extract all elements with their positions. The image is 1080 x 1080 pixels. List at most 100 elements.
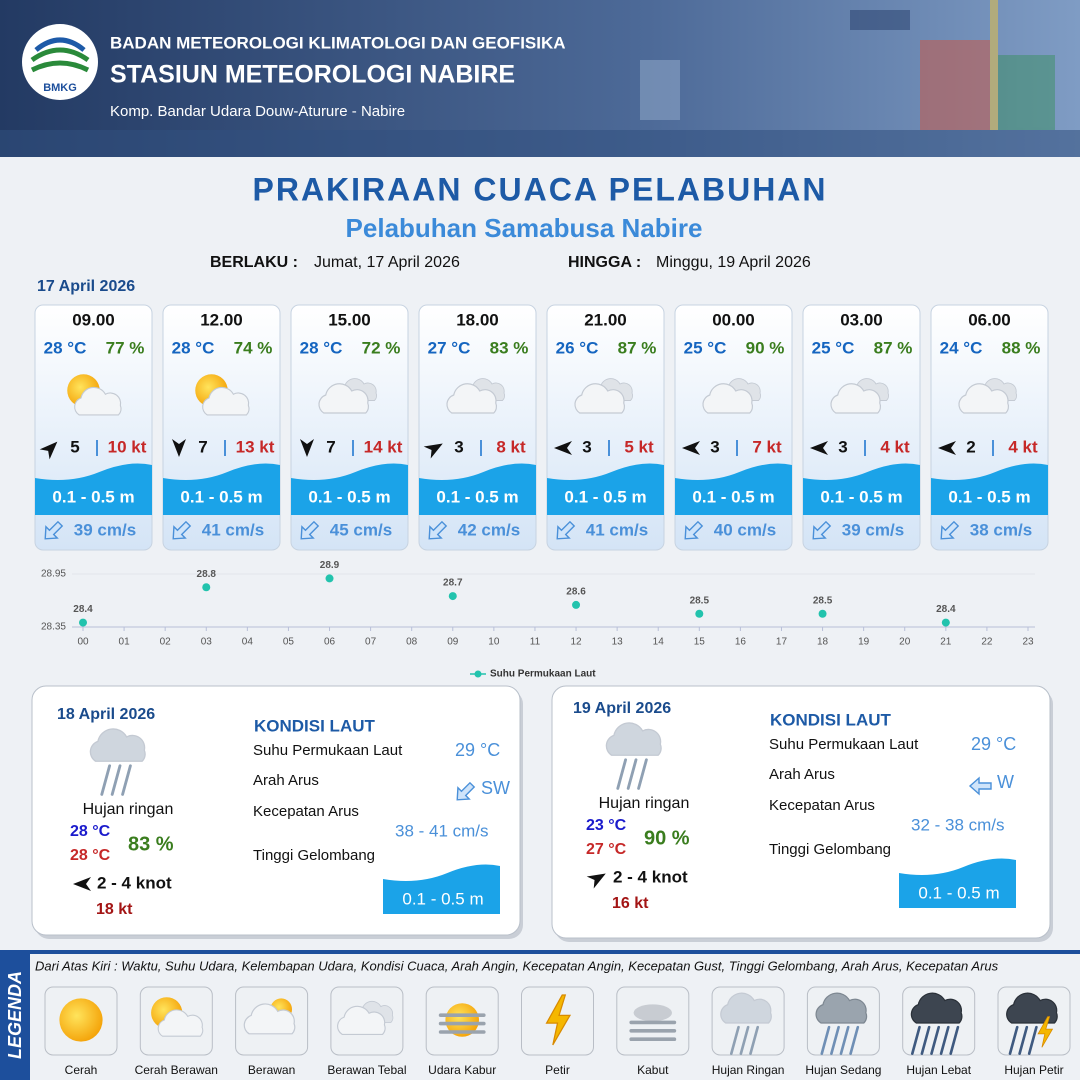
cloud	[202, 386, 250, 416]
wind-speed: 5	[70, 437, 79, 456]
cloud-shape	[446, 383, 498, 414]
wave-height: 0.1 - 0.5 m	[948, 487, 1030, 506]
gust-speed: 16 kt	[612, 895, 649, 912]
wave-band	[547, 463, 664, 515]
sun	[445, 1003, 480, 1037]
air-temperature: 25 °C	[812, 338, 855, 357]
forecast-time: 15.00	[328, 310, 371, 329]
wave-label: Tinggi Gelombang	[769, 841, 891, 858]
cloud	[574, 383, 626, 414]
cloud	[702, 383, 754, 414]
current-direction: SW	[481, 778, 510, 798]
sst-label: Suhu Permukaan Laut	[253, 742, 403, 759]
wave-band	[163, 463, 280, 515]
legend-item-label: Hujan Sedang	[805, 1063, 881, 1077]
wind-direction	[39, 441, 58, 460]
rain	[949, 1025, 960, 1055]
container-stack	[920, 40, 990, 130]
cloud-shape	[318, 383, 370, 414]
logo-text: BMKG	[43, 82, 77, 94]
current-direction	[968, 776, 992, 796]
cloud-shape	[157, 1009, 204, 1037]
rain	[121, 764, 132, 796]
legend-strip	[0, 950, 30, 1080]
rain	[839, 1025, 850, 1055]
panel-date: 19 April 2026	[573, 700, 671, 717]
x-tick-label: 05	[283, 637, 295, 648]
cloud	[337, 1005, 386, 1035]
wave-band	[383, 864, 500, 914]
current-dir-label: Arah Arus	[769, 766, 835, 783]
x-tick-label: 11	[530, 637, 541, 648]
agency-name: BADAN METEOROLOGI KLIMATOLOGI DAN GEOFIS…	[110, 33, 566, 52]
cloud-shape	[702, 383, 754, 414]
forecast-time: 06.00	[968, 310, 1011, 329]
current-speed: 32 - 38 cm/s	[911, 815, 1005, 834]
x-tick-label: 12	[570, 637, 582, 648]
legend-title: LEGENDA	[5, 971, 25, 1059]
cloud	[605, 722, 662, 756]
humidity: 83 %	[128, 833, 174, 855]
x-tick-label: 17	[776, 637, 788, 648]
legend-item-label: Udara Kabur	[428, 1063, 496, 1077]
lightning	[1037, 1016, 1054, 1048]
temperature-max: 28 °C	[70, 847, 111, 864]
current-speed: 45 cm/s	[330, 520, 392, 539]
legend-item-label: Kabut	[637, 1063, 669, 1077]
wind-speed: 3	[582, 437, 591, 456]
data-label: 28.5	[690, 595, 710, 606]
temperature-min: 28 °C	[70, 823, 111, 840]
wave-height: 0.1 - 0.5 m	[402, 889, 483, 908]
x-tick-label: 07	[365, 637, 377, 648]
wave-height: 0.1 - 0.5 m	[692, 487, 774, 506]
current-speed: 42 cm/s	[458, 520, 520, 539]
cloud	[720, 992, 772, 1024]
station-address: Komp. Bandar Udara Douw-Aturure - Nabire	[110, 103, 405, 120]
current-dir-label: Arah Arus	[253, 772, 319, 789]
legend-item-label: Hujan Petir	[1004, 1063, 1063, 1077]
wave-height: 0.1 - 0.5 m	[180, 487, 262, 506]
air-temperature: 28 °C	[300, 338, 343, 357]
wind-direction	[423, 443, 443, 459]
wind-direction	[73, 877, 91, 891]
validity-label: HINGGA :	[568, 254, 641, 271]
data-point	[325, 574, 334, 583]
current-speed: 41 cm/s	[586, 520, 648, 539]
cloud	[318, 383, 370, 414]
cloud-shape	[830, 383, 882, 414]
x-tick-label: 18	[817, 637, 829, 648]
current-direction	[812, 520, 832, 540]
legend-rule	[0, 950, 1080, 954]
rain	[1027, 1025, 1038, 1055]
gust-speed: 5 kt	[624, 437, 654, 456]
rain	[820, 1025, 831, 1055]
wave-band	[291, 463, 408, 515]
forecast-time: 12.00	[200, 310, 243, 329]
cloud	[830, 383, 882, 414]
wind-speed: 3	[838, 437, 847, 456]
current-direction	[684, 520, 704, 540]
cloud-shape	[243, 1003, 296, 1035]
current-direction	[556, 520, 576, 540]
temperature-max: 27 °C	[586, 841, 627, 858]
wave-band	[931, 463, 1048, 515]
wind-range: 2 - 4 knot	[613, 867, 688, 886]
gust-speed: 7 kt	[752, 437, 782, 456]
data-point	[202, 583, 211, 592]
x-tick-label: 15	[694, 637, 706, 648]
x-tick-label: 23	[1022, 637, 1034, 648]
humidity: 88 %	[1002, 338, 1041, 357]
data-point	[448, 592, 457, 601]
sst-label: Suhu Permukaan Laut	[769, 736, 919, 753]
legend-label: Suhu Permukaan Laut	[490, 669, 596, 680]
x-tick-label: 06	[324, 637, 336, 648]
current-speed: 39 cm/s	[842, 520, 904, 539]
wind-direction	[172, 439, 186, 457]
x-tick-label: 03	[201, 637, 213, 648]
wind-direction	[586, 873, 606, 889]
sea-title: KONDISI LAUT	[254, 716, 376, 735]
x-tick-label: 20	[899, 637, 911, 648]
current-speed: 38 cm/s	[970, 520, 1032, 539]
wave-height: 0.1 - 0.5 m	[918, 883, 999, 902]
